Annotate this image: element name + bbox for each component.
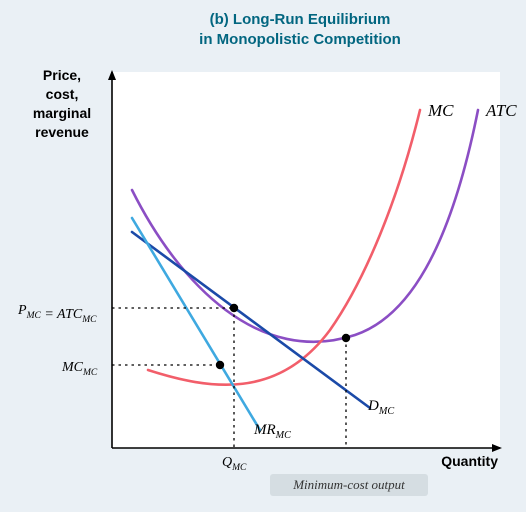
- point-equilibrium: [230, 304, 238, 312]
- x-axis-label: Quantity: [441, 453, 498, 469]
- ATC-label: ATC: [485, 101, 517, 120]
- MC-label: MC: [427, 101, 454, 120]
- svg-text:cost,: cost,: [46, 86, 79, 102]
- svg-text:Price,: Price,: [43, 67, 81, 83]
- svg-text:(b) Long-Run Equilibrium: (b) Long-Run Equilibrium: [210, 11, 391, 28]
- point-min_atc: [342, 334, 350, 342]
- point-mc_mr: [216, 361, 224, 369]
- svg-text:revenue: revenue: [35, 124, 89, 140]
- svg-text:Minimum-cost output: Minimum-cost output: [292, 477, 405, 492]
- svg-text:marginal: marginal: [33, 105, 91, 121]
- svg-text:in Monopolistic Competition: in Monopolistic Competition: [199, 31, 401, 48]
